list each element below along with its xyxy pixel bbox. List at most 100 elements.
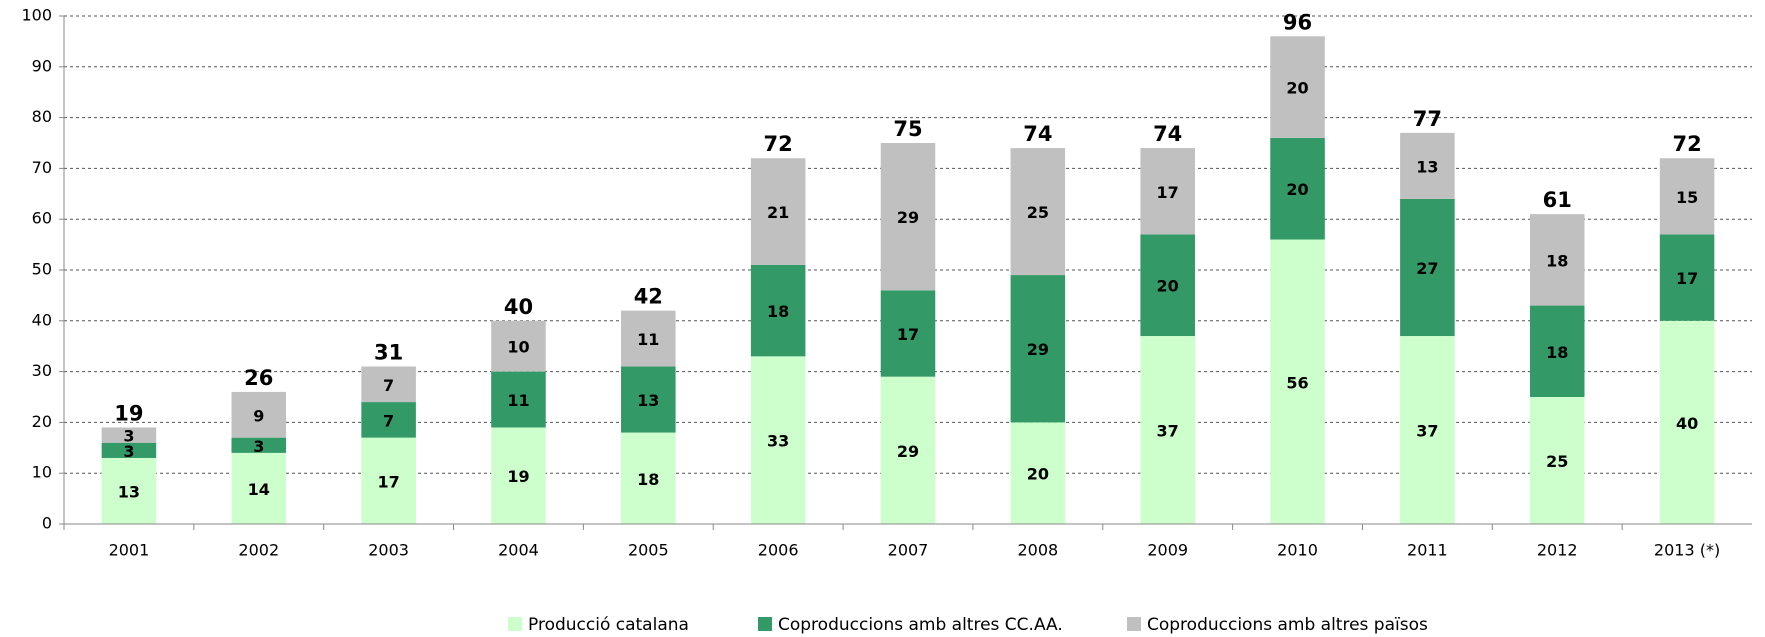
bar-segment xyxy=(621,366,676,433)
x-tick-label: 2003 xyxy=(368,541,409,560)
legend-label: Coproduccions amb altres països xyxy=(1147,615,1428,635)
data-label: 21 xyxy=(767,203,789,222)
x-tick-label: 2001 xyxy=(109,541,150,560)
data-label: 7 xyxy=(383,411,394,430)
total-label: 77 xyxy=(1413,107,1442,131)
data-label: 7 xyxy=(383,376,394,395)
bar-segment xyxy=(1659,158,1715,235)
x-tick-label: 2005 xyxy=(628,541,669,560)
x-tick-label: 2013 (*) xyxy=(1654,541,1720,560)
y-tick-label: 90 xyxy=(32,56,52,75)
total-label: 74 xyxy=(1023,122,1052,146)
data-label: 11 xyxy=(637,330,659,349)
x-tick-label: 2002 xyxy=(238,541,279,560)
bar-segment xyxy=(1529,214,1585,306)
data-label: 20 xyxy=(1286,180,1308,199)
y-tick-label: 60 xyxy=(32,209,52,228)
x-tick-label: 2007 xyxy=(888,541,929,560)
data-label: 10 xyxy=(507,338,529,357)
data-label: 17 xyxy=(897,325,919,344)
data-label: 33 xyxy=(767,432,789,451)
data-label: 29 xyxy=(897,208,919,227)
total-label: 42 xyxy=(634,285,663,309)
bar-segment xyxy=(1400,198,1455,337)
bar-segment xyxy=(750,158,806,265)
bar-segment xyxy=(1400,336,1455,524)
y-tick-label: 30 xyxy=(32,361,52,380)
bar-segment xyxy=(101,427,157,443)
bar-segment xyxy=(1659,320,1715,524)
legend-label: Coproduccions amb altres CC.AA. xyxy=(778,615,1063,635)
bar-segment xyxy=(621,432,676,524)
bar-segment xyxy=(880,290,936,377)
total-label: 19 xyxy=(114,401,143,425)
x-tick-label: 2009 xyxy=(1147,541,1188,560)
data-label: 13 xyxy=(1416,157,1438,176)
total-label: 72 xyxy=(1672,132,1701,156)
bar-segment xyxy=(361,437,416,524)
data-label: 29 xyxy=(897,442,919,461)
total-label: 26 xyxy=(244,366,273,390)
x-tick-label: 2011 xyxy=(1407,541,1448,560)
data-label: 18 xyxy=(1546,251,1568,270)
data-label: 14 xyxy=(248,480,270,499)
total-label: 31 xyxy=(374,341,403,365)
bar-segment xyxy=(880,376,936,524)
bar-segment xyxy=(1010,148,1066,276)
data-label: 13 xyxy=(637,391,659,410)
y-tick-label: 10 xyxy=(32,463,52,482)
x-tick-label: 2006 xyxy=(758,541,799,560)
x-tick-label: 2008 xyxy=(1017,541,1058,560)
bar-segment xyxy=(231,437,287,453)
bar-segment xyxy=(491,371,546,428)
legend-swatch xyxy=(508,617,522,631)
legend-swatch xyxy=(1127,617,1141,631)
legend-swatch xyxy=(758,617,772,631)
bar-segment xyxy=(231,391,287,438)
data-label: 37 xyxy=(1157,422,1179,441)
data-label: 17 xyxy=(1157,183,1179,202)
data-label: 27 xyxy=(1416,259,1438,278)
data-label: 17 xyxy=(1676,269,1698,288)
bar-segment xyxy=(1529,305,1585,397)
y-tick-label: 0 xyxy=(42,514,52,533)
bar-segment xyxy=(621,310,676,367)
data-label: 18 xyxy=(637,470,659,489)
y-tick-label: 40 xyxy=(32,310,52,329)
data-label: 25 xyxy=(1546,452,1568,471)
bar-segment xyxy=(361,402,416,438)
data-label: 3 xyxy=(123,442,134,461)
bar-segment xyxy=(101,457,157,524)
bar-segment xyxy=(1010,422,1066,524)
bar-segment xyxy=(1140,234,1195,337)
data-label: 20 xyxy=(1027,465,1049,484)
bar-segment xyxy=(1140,148,1195,235)
bar-segment xyxy=(1400,132,1455,199)
bar-segment xyxy=(880,143,936,291)
data-label: 3 xyxy=(123,427,134,446)
bar-segment xyxy=(1270,36,1325,138)
x-tick-label: 2004 xyxy=(498,541,539,560)
y-tick-label: 50 xyxy=(32,260,52,279)
data-label: 40 xyxy=(1676,414,1698,433)
bar-segment xyxy=(1010,275,1066,423)
bar-segment xyxy=(491,320,546,372)
data-label: 18 xyxy=(1546,343,1568,362)
data-label: 3 xyxy=(253,437,264,456)
data-label: 20 xyxy=(1286,79,1308,98)
data-label: 20 xyxy=(1157,277,1179,296)
data-label: 29 xyxy=(1027,340,1049,359)
bar-segment xyxy=(491,427,546,524)
data-label: 19 xyxy=(507,467,529,486)
x-tick-label: 2012 xyxy=(1537,541,1578,560)
data-label: 11 xyxy=(507,391,529,410)
x-tick-label: 2010 xyxy=(1277,541,1318,560)
bar-segment xyxy=(1270,137,1325,240)
y-tick-label: 70 xyxy=(32,158,52,177)
data-label: 18 xyxy=(767,302,789,321)
total-label: 75 xyxy=(893,117,922,141)
bar-segment xyxy=(1659,234,1715,321)
bar-segment xyxy=(1270,239,1325,524)
y-tick-label: 20 xyxy=(32,412,52,431)
